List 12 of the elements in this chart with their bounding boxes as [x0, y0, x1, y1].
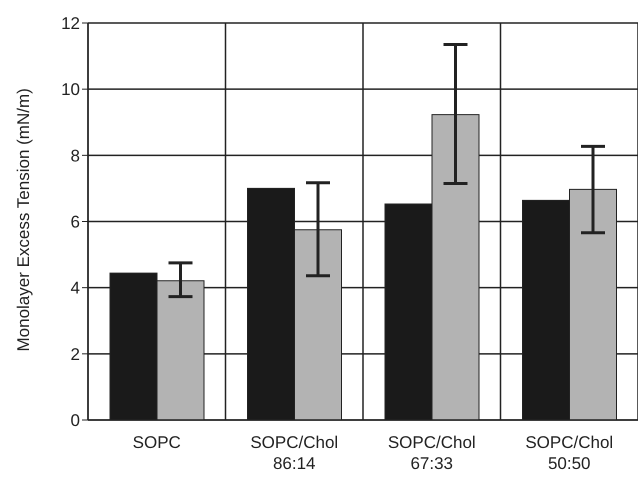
y-tick-label: 8 — [70, 146, 80, 166]
y-axis-title: Monolayer Excess Tension (mN/m) — [14, 88, 34, 352]
y-tick-label: 10 — [61, 80, 80, 100]
x-tick-label: SOPC — [132, 433, 181, 452]
x-tick-label: SOPC/Chol 50:50 — [525, 433, 614, 473]
y-tick-label: 12 — [61, 14, 80, 34]
y-tick-label: 0 — [70, 411, 80, 430]
y-tick-label: 4 — [70, 278, 80, 298]
x-tick-label: SOPC/Chol 67:33 — [388, 433, 476, 473]
y-tick-label: 2 — [70, 344, 80, 364]
x-tick-label: SOPC/Chol 86:14 — [250, 433, 338, 473]
y-tick-label: 6 — [70, 212, 80, 232]
